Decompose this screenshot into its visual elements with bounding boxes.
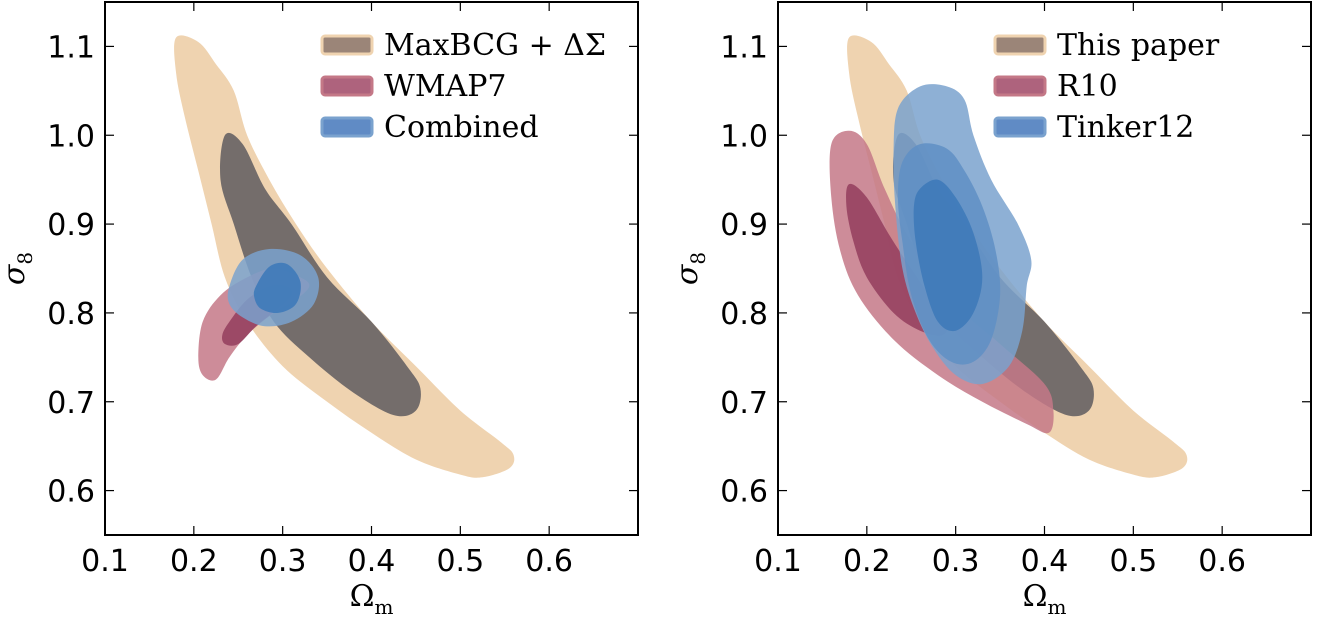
y-tick-label: 0.8 — [720, 297, 768, 332]
y-tick-label: 1.0 — [720, 119, 768, 154]
legend-label: This paper — [1057, 28, 1220, 63]
legend-label: R10 — [1057, 69, 1118, 104]
y-tick-label: 0.6 — [47, 475, 95, 510]
x-tick-label: 0.3 — [259, 544, 307, 579]
x-tick-label: 0.4 — [1021, 544, 1069, 579]
x-tick-label: 0.3 — [932, 544, 980, 579]
y-tick-label: 0.9 — [720, 208, 768, 243]
maxbcg-outer-contour — [174, 35, 515, 478]
legend-swatch — [320, 34, 374, 56]
legend-label: Tinker12 — [1057, 110, 1194, 145]
legend-label: WMAP7 — [384, 69, 507, 104]
right-panel: 0.1 0.2 0.3 0.4 0.5 0.6 0.6 0.7 0.8 0.9 1.0 1.1 Ωm σ8… — [670, 1, 1312, 619]
legend-label: MaxBCG + ΔΣ — [384, 28, 606, 63]
legend: This paper R10 Tinker12 — [993, 28, 1220, 145]
y-axis-label: σ8 — [0, 252, 37, 285]
contour-layer — [829, 35, 1188, 478]
legend-swatch — [320, 116, 374, 138]
y-tick-label: 0.6 — [720, 475, 768, 510]
y-tick-label: 0.8 — [47, 297, 95, 332]
x-tick-label: 0.1 — [81, 544, 129, 579]
x-tick-label: 0.2 — [170, 544, 218, 579]
left-panel: 0.1 0.2 0.3 0.4 0.5 0.6 0.6 0.7 0.8 0.9 1.0 1.1 Ωm σ8… — [0, 1, 639, 619]
y-tick-label: 0.7 — [47, 386, 95, 421]
x-tick-label: 0.1 — [754, 544, 802, 579]
x-tick-label: 0.6 — [1198, 544, 1246, 579]
legend-swatch — [993, 75, 1047, 97]
x-tick-label: 0.2 — [843, 544, 891, 579]
y-tick-label: 1.1 — [47, 30, 95, 65]
tinker12-inner-contour — [913, 179, 983, 332]
legend-swatch — [320, 75, 374, 97]
x-tick-label: 0.6 — [525, 544, 573, 579]
x-axis-label: Ωm — [1023, 579, 1067, 619]
x-axis-label: Ωm — [350, 579, 394, 619]
y-tick-label: 1.1 — [720, 30, 768, 65]
x-tick-label: 0.4 — [348, 544, 396, 579]
x-tick-label: 0.5 — [436, 544, 484, 579]
combined-inner-contour — [253, 262, 301, 314]
y-axis-label: σ8 — [670, 252, 710, 285]
y-tick-label: 0.9 — [47, 208, 95, 243]
legend-label: Combined — [384, 110, 539, 145]
y-tick-label: 1.0 — [47, 119, 95, 154]
maxbcg-inner-contour — [220, 132, 421, 417]
x-tick-label: 0.5 — [1109, 544, 1157, 579]
contour-layer — [174, 35, 515, 478]
legend-swatch — [993, 116, 1047, 138]
legend-swatch — [993, 34, 1047, 56]
legend: MaxBCG + ΔΣ WMAP7 Combined — [320, 28, 606, 145]
y-tick-label: 0.7 — [720, 386, 768, 421]
